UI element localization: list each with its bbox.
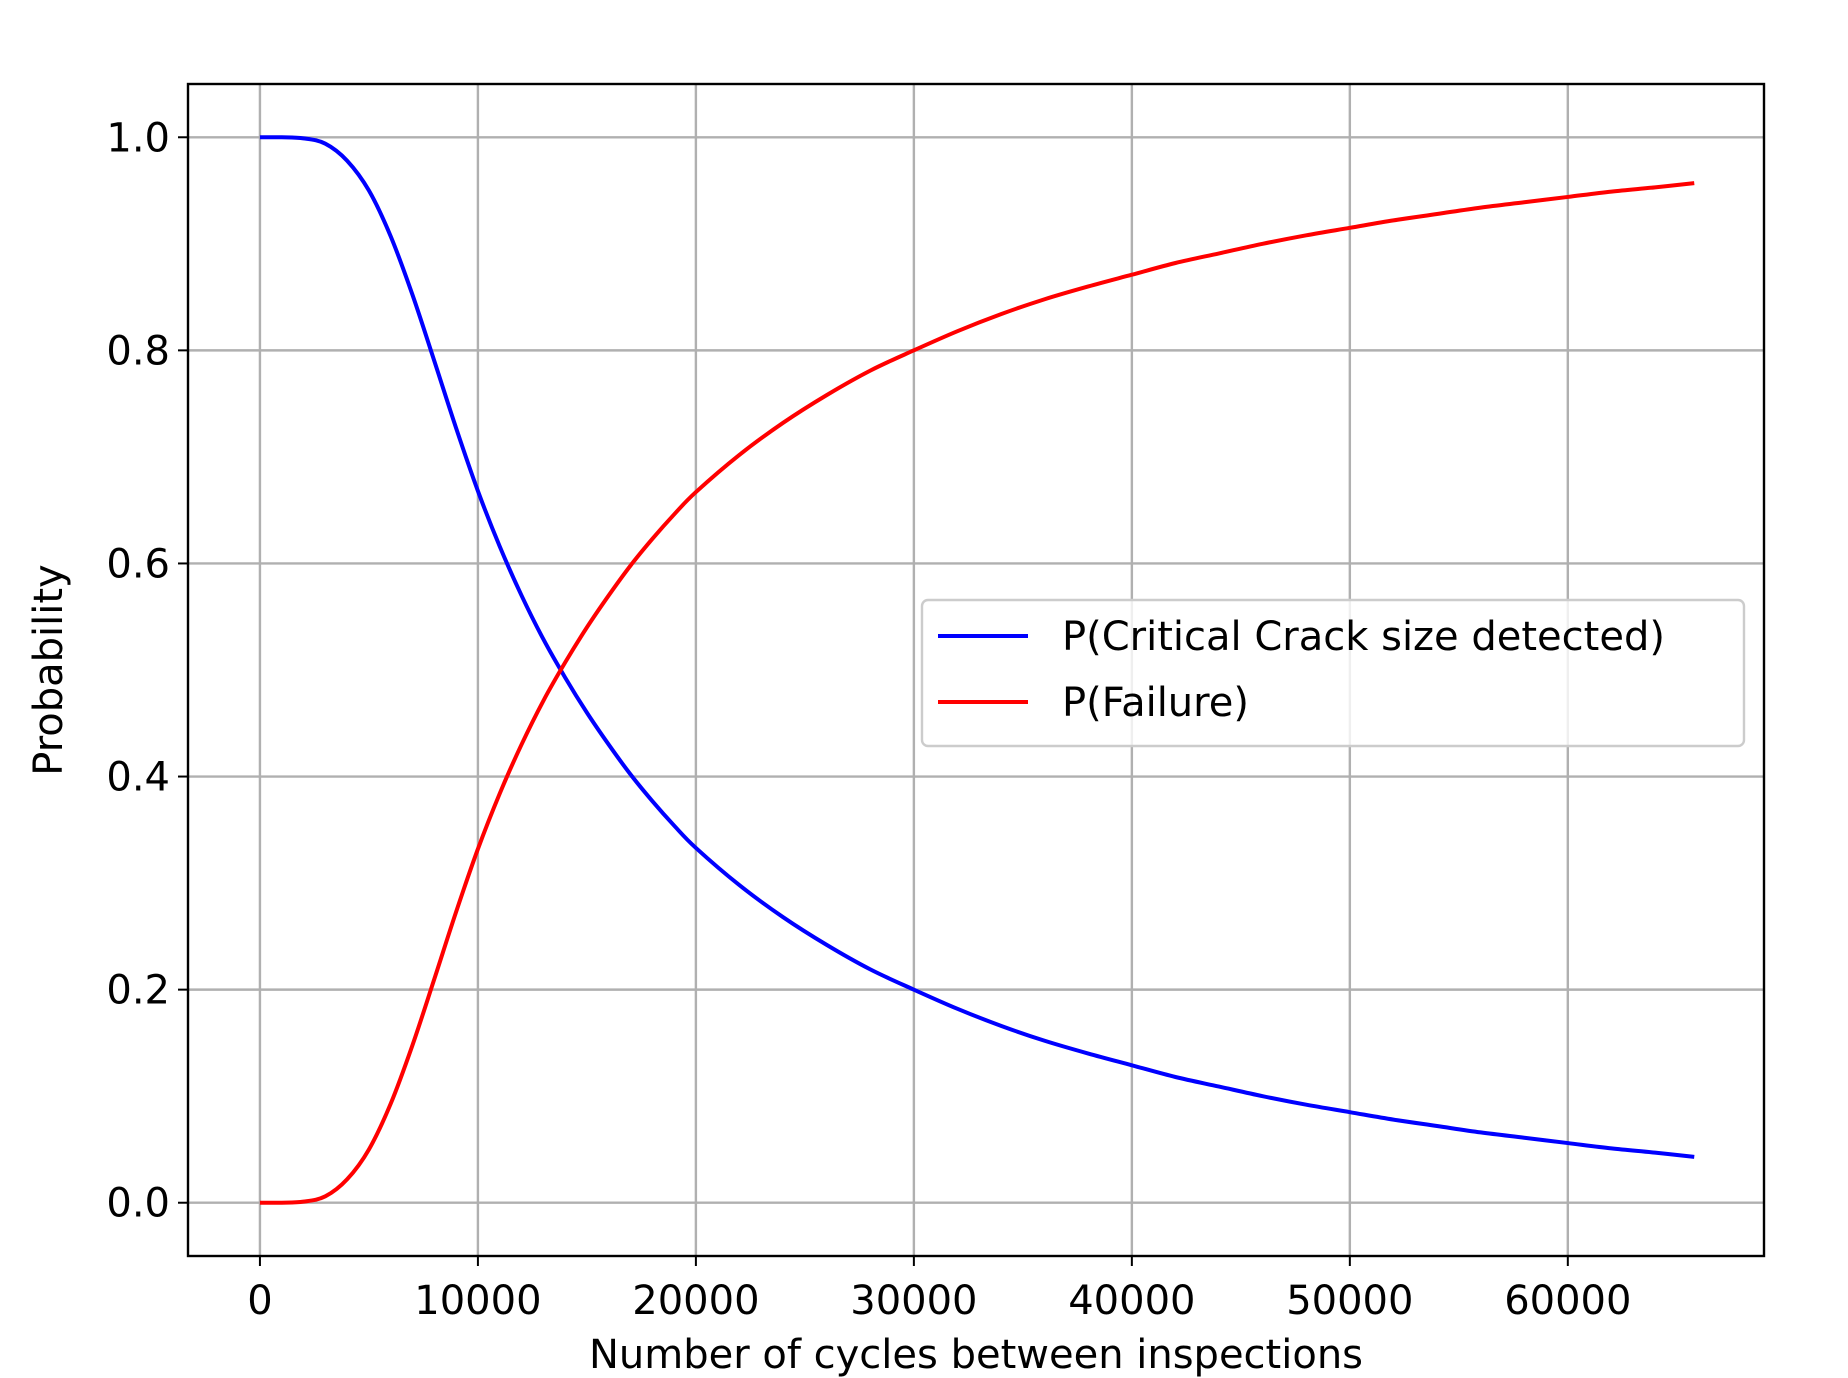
series-line-0 [259,135,1695,1159]
x-tick-label: 0 [247,1278,272,1324]
y-tick-label: 0.0 [106,1181,170,1227]
y-tick-label: 1.0 [106,115,170,161]
y-tick-label: 0.4 [106,755,170,801]
plot-frame [186,82,1766,1258]
y-tick-label: 0.8 [106,328,170,374]
y-axis-ticks: 0.0 0.2 0.4 0.6 0.8 1.0 [106,115,188,1227]
x-tick-label: 60000 [1504,1278,1631,1324]
x-tick-label: 40000 [1068,1278,1195,1324]
x-axis-ticks: 0 10000 20000 30000 40000 50000 60000 [247,1256,1631,1324]
x-tick-label: 30000 [850,1278,977,1324]
series-layer [259,135,1695,1205]
legend: P(Critical Crack size detected) P(Failure… [920,598,1746,748]
legend-box [920,598,1746,748]
x-tick-label: 20000 [632,1278,759,1324]
legend-label-1: P(Failure) [1062,680,1249,726]
y-axis-label: Probability [26,564,72,775]
y-tick-label: 0.2 [106,968,170,1014]
x-tick-label: 10000 [414,1278,541,1324]
x-tick-label: 50000 [1286,1278,1413,1324]
series-line-1 [259,181,1695,1205]
legend-label-0: P(Critical Crack size detected) [1062,614,1665,660]
x-axis-label: Number of cycles between inspections [589,1332,1363,1378]
y-tick-label: 0.6 [106,541,170,587]
legend-items: P(Critical Crack size detected) P(Failure… [938,614,1665,726]
